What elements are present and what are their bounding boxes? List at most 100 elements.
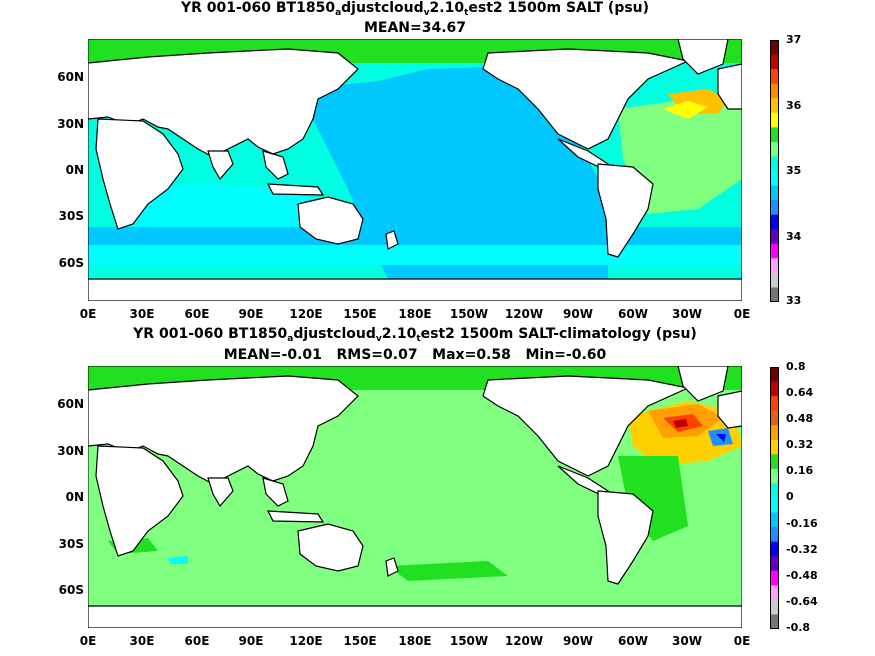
lon-label: 150W — [449, 307, 489, 321]
lat-label: 0N — [65, 490, 84, 504]
colorbar-swatch — [770, 599, 779, 615]
colorbar-swatch — [770, 541, 779, 557]
lon-label: 120E — [289, 634, 323, 648]
panel2-title-part: est2 1500m SALT-climatology (psu) — [420, 326, 697, 342]
land — [88, 39, 742, 301]
colorbar-label: 36 — [786, 99, 802, 112]
atlantic-green-tail — [618, 456, 688, 541]
panel1-title-sub: t — [464, 8, 469, 18]
panel1-map — [88, 39, 742, 301]
colorbar-swatch — [770, 200, 779, 216]
colorbar-label: -0.16 — [786, 517, 818, 530]
lat-label: 60S — [58, 583, 84, 597]
lon-label: 30W — [672, 634, 702, 648]
atlantic-salty-ring — [663, 101, 708, 119]
colorbar-swatch — [770, 69, 779, 85]
lon-label: 60W — [618, 307, 648, 321]
lat-label: 0N — [65, 163, 84, 177]
lon-label: 150W — [449, 634, 489, 648]
colorbar-swatch — [770, 127, 779, 143]
north-america — [482, 375, 690, 477]
colorbar-label: -0.8 — [786, 621, 811, 634]
panel1-title: YR 001-060 BT1850adjustcloudv2.10test2 1… — [0, 0, 830, 18]
panel2-title-part: YR 001-060 BT1850 — [133, 326, 288, 342]
panel1-title-part: est2 1500m SALT (psu) — [468, 0, 650, 16]
lon-label: 30E — [129, 307, 155, 321]
antarctica — [88, 278, 742, 301]
lon-label: 90W — [563, 307, 593, 321]
colorbar-label: 37 — [786, 33, 802, 46]
lon-label: 180E — [398, 634, 432, 648]
eurasia — [88, 375, 359, 485]
colorbar-swatch — [770, 512, 779, 528]
panel1-stats: MEAN=34.67 — [363, 20, 467, 36]
panel2-title: YR 001-060 BT1850adjustcloudv2.10test2 1… — [0, 326, 830, 344]
lat-label: 30N — [57, 444, 84, 458]
africa — [95, 118, 184, 230]
colorbar-swatch — [770, 54, 779, 70]
colorbar-swatch — [770, 570, 779, 586]
colorbar-swatch — [770, 585, 779, 601]
colorbar-swatch — [770, 454, 779, 470]
colorbar-swatch — [770, 141, 779, 157]
lon-label: 90E — [238, 307, 264, 321]
colorbar-swatch — [770, 527, 779, 543]
india — [207, 477, 234, 508]
lon-label: 60E — [184, 634, 210, 648]
colorbar-swatch — [770, 425, 779, 441]
lat-label: 60N — [57, 397, 84, 411]
lat-label: 60S — [58, 256, 84, 270]
panel1-title-sub: v — [423, 8, 430, 18]
lon-label: 60E — [184, 307, 210, 321]
lon-label: 150E — [343, 307, 377, 321]
land — [88, 366, 742, 628]
greenland — [677, 366, 729, 402]
atlantic-anomaly-peak — [673, 419, 688, 428]
colorbar-swatch — [770, 439, 779, 455]
lon-label: 90E — [238, 634, 264, 648]
europe-west — [717, 390, 742, 429]
new-zealand — [385, 230, 399, 250]
colorbar-swatch — [770, 243, 779, 259]
panel2-map — [88, 366, 742, 628]
lat-label: 30N — [57, 117, 84, 131]
colorbar-swatch — [770, 287, 779, 302]
southeast-asia — [262, 150, 289, 180]
colorbar-label: -0.48 — [786, 569, 818, 582]
southeast-asia — [262, 477, 289, 507]
panel2-title-part: djustcloud — [293, 326, 376, 342]
europe-west — [717, 63, 742, 110]
colorbar-swatch — [770, 483, 779, 499]
panel2-title-sub: v — [375, 334, 382, 344]
colorbar-swatch — [770, 614, 779, 629]
colorbar-label: -0.32 — [786, 543, 818, 556]
colorbar-label: 34 — [786, 230, 802, 243]
colorbar-label: 0.8 — [786, 360, 806, 373]
colorbar-swatch — [770, 214, 779, 230]
india — [207, 150, 234, 181]
lon-label: 90W — [563, 634, 593, 648]
colorbar-swatch — [770, 83, 779, 99]
lon-label: 120W — [504, 307, 544, 321]
colorbar-label: 0.32 — [786, 438, 814, 451]
pacific-ocean — [313, 67, 608, 279]
colorbar-label: -0.64 — [786, 595, 818, 608]
colorbar-swatch — [770, 381, 779, 397]
lon-label: 0E — [79, 634, 97, 648]
colorbar-swatch — [770, 396, 779, 412]
circumpolar-band — [88, 245, 742, 265]
colorbar-label: 35 — [786, 164, 802, 177]
lon-label: 180E — [398, 307, 432, 321]
lat-label: 30S — [58, 537, 84, 551]
lon-label: 150E — [343, 634, 377, 648]
colorbar-label: 0 — [786, 490, 794, 503]
indonesia — [266, 510, 325, 523]
colorbar-swatch — [770, 410, 779, 426]
south-atlantic-band — [388, 561, 508, 581]
australia — [297, 523, 364, 572]
lon-label: 120W — [504, 634, 544, 648]
colorbar-swatch — [770, 272, 779, 288]
panel2-stats: MEAN=-0.01 RMS=0.07 Max=0.58 Min=-0.60 — [223, 347, 607, 363]
lon-label: 30E — [129, 634, 155, 648]
panel2-title-part: 2.10 — [381, 326, 417, 342]
